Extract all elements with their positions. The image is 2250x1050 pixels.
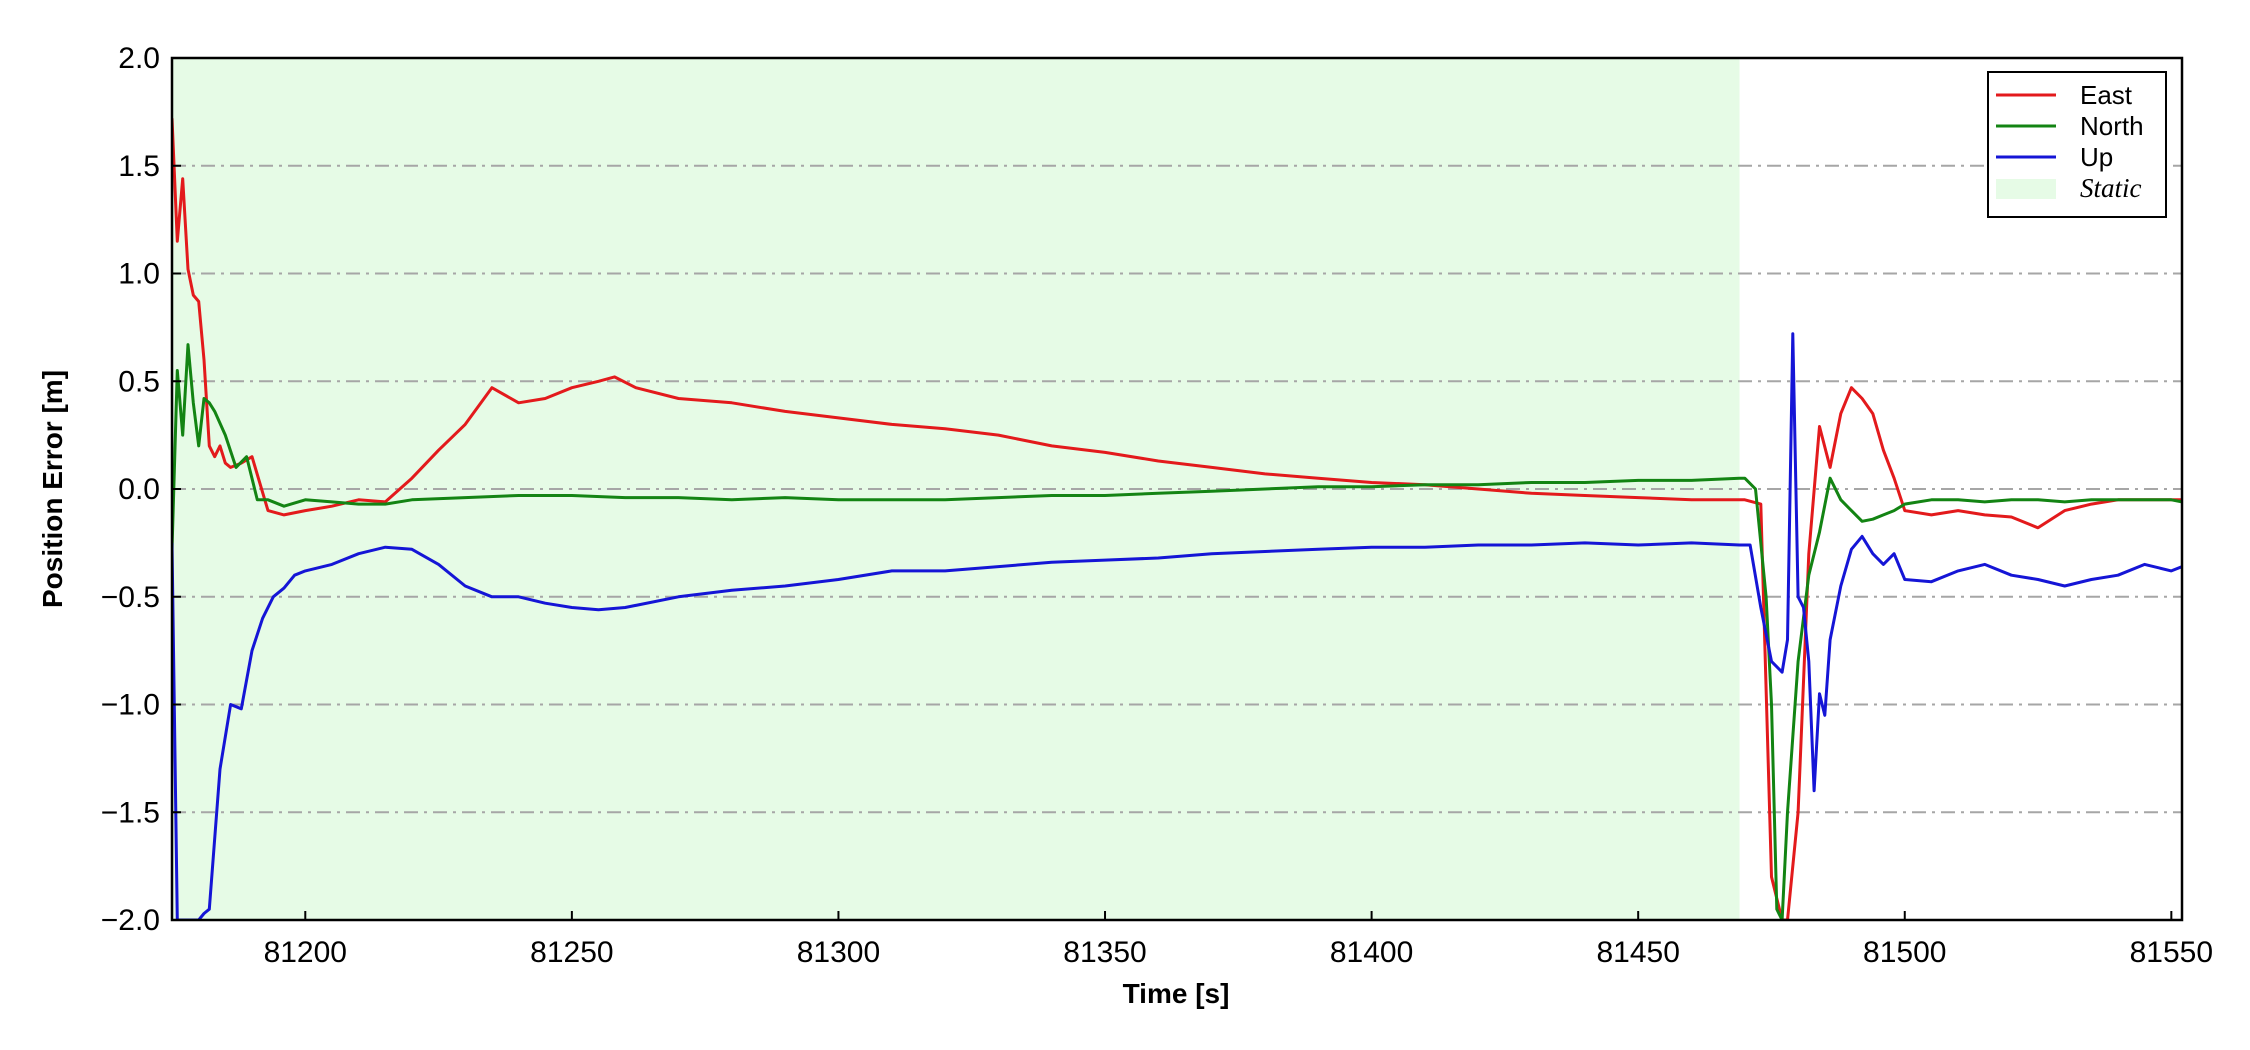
y-tick-label: 1.5 [118, 150, 160, 183]
y-axis-ticks: −2.0 −1.5 −1.0 −0.5 0.0 0.5 1.0 1.5 2.0 [101, 42, 181, 937]
legend-static-label: Static [2080, 173, 2142, 203]
x-tick-label: 81400 [1330, 936, 1413, 969]
legend-up-label: Up [2080, 142, 2113, 172]
x-axis-ticks: 81200 81250 81300 81350 81400 81450 81500 81550 [264, 911, 2213, 969]
y-tick-label: 1.0 [118, 258, 160, 291]
legend-static-swatch [1996, 179, 2056, 199]
x-tick-label: 81200 [264, 936, 347, 969]
y-tick-label: 0.5 [118, 365, 160, 398]
x-tick-label: 81300 [797, 936, 880, 969]
x-tick-label: 81250 [530, 936, 613, 969]
x-axis-title: Time [s] [1123, 978, 1230, 1009]
legend: East North Up Static [1987, 71, 2167, 218]
data-series [172, 118, 2182, 920]
legend-north-label: North [2080, 111, 2144, 141]
horizontal-grid [172, 164, 2182, 814]
series-line-up [172, 332, 2182, 920]
y-tick-label: −1.5 [101, 796, 160, 829]
y-tick-label: −1.0 [101, 689, 160, 722]
x-tick-label: 81450 [1596, 936, 1679, 969]
x-tick-label: 81350 [1063, 936, 1146, 969]
y-tick-label: −2.0 [101, 904, 160, 937]
y-tick-label: −0.5 [101, 581, 160, 614]
y-tick-label: 2.0 [118, 42, 160, 75]
legend-east-label: East [2080, 80, 2133, 110]
y-tick-label: 0.0 [118, 473, 160, 506]
y-axis-title: Position Error [m] [37, 370, 68, 608]
x-tick-label: 81500 [1863, 936, 1946, 969]
x-tick-label: 81550 [2130, 936, 2213, 969]
series-line-north [172, 343, 2182, 920]
